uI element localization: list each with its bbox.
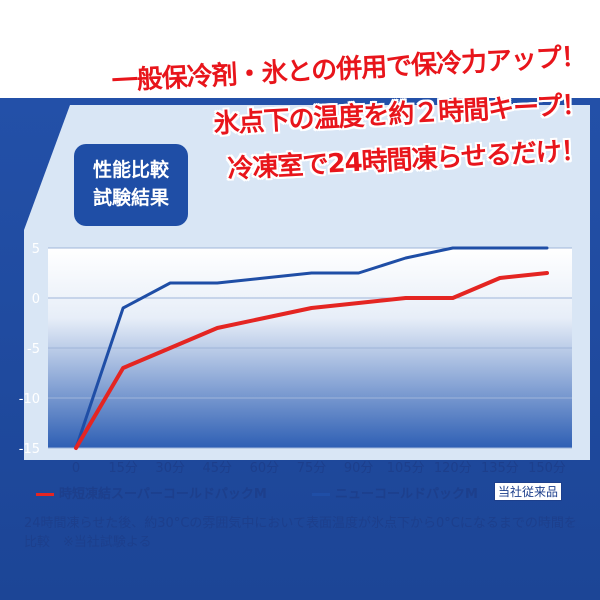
legend-label-series-1: 時短凍結スーパーコールドパックM <box>59 487 267 502</box>
data-point-series-1 <box>546 272 548 274</box>
data-point-series-1 <box>499 277 501 279</box>
data-point-series-1 <box>404 297 407 299</box>
footnote: 24時間凍らせた後、約30°Cの雰囲気中において表面温度が氷点下から0°Cになる… <box>24 516 577 550</box>
x-tick-label: 135分 <box>481 461 519 476</box>
data-point-series-2 <box>499 247 501 249</box>
y-tick-label: 5 <box>32 242 40 257</box>
y-tick-label: 0 <box>32 292 40 307</box>
data-point-series-1 <box>263 317 266 319</box>
x-tick-label: 60分 <box>250 461 280 476</box>
legend-swatch-series-1 <box>36 493 54 496</box>
y-tick-label: -5 <box>27 342 40 357</box>
y-axis-ticks: 5 0 -5 -10 -15 <box>19 242 40 457</box>
badge-line-1: 性能比較 <box>92 159 169 181</box>
legend-label-series-2: ニューコールドパックM <box>335 487 478 502</box>
data-point-series-1 <box>452 297 454 299</box>
data-point-series-1 <box>310 307 313 309</box>
data-point-series-2 <box>169 282 171 284</box>
x-tick-label: 30分 <box>155 461 185 476</box>
legend-item-series-1: 時短凍結スーパーコールドパックM <box>36 483 267 502</box>
data-point-series-1 <box>122 367 124 369</box>
data-point-series-1 <box>75 447 77 449</box>
test-results-badge: 性能比較 試験結果 <box>74 144 188 226</box>
data-point-series-2 <box>357 272 360 274</box>
data-point-series-2 <box>404 257 407 259</box>
x-tick-label: 0 <box>72 461 80 476</box>
data-point-series-2 <box>546 247 548 249</box>
data-point-series-2 <box>452 247 454 249</box>
y-tick-label: -10 <box>19 392 40 407</box>
data-point-series-1 <box>357 302 360 304</box>
legend-swatch-series-2 <box>312 493 330 496</box>
x-tick-label: 105分 <box>387 461 425 476</box>
x-tick-label: 120分 <box>434 461 472 476</box>
legend-note: 当社従来品 <box>494 482 563 501</box>
badge-line-2: 試験結果 <box>92 187 169 209</box>
x-tick-label: 45分 <box>203 461 233 476</box>
data-point-series-2 <box>263 277 266 279</box>
data-point-series-2 <box>310 272 313 274</box>
data-point-series-2 <box>216 282 219 284</box>
y-tick-label: -15 <box>19 442 40 457</box>
x-tick-label: 150分 <box>528 461 566 476</box>
data-point-series-2 <box>122 307 124 309</box>
legend-item-series-2: ニューコールドパックM <box>312 483 478 502</box>
x-tick-label: 90分 <box>344 461 374 476</box>
data-point-series-1 <box>169 347 171 349</box>
x-axis-ticks: 0 15分 30分 45分 60分 75分 90分 105分 120分 135分 150分 <box>72 461 566 476</box>
data-point-series-1 <box>216 327 219 329</box>
x-tick-label: 75分 <box>297 461 327 476</box>
series <box>74 246 549 450</box>
x-tick-label: 15分 <box>108 461 138 476</box>
